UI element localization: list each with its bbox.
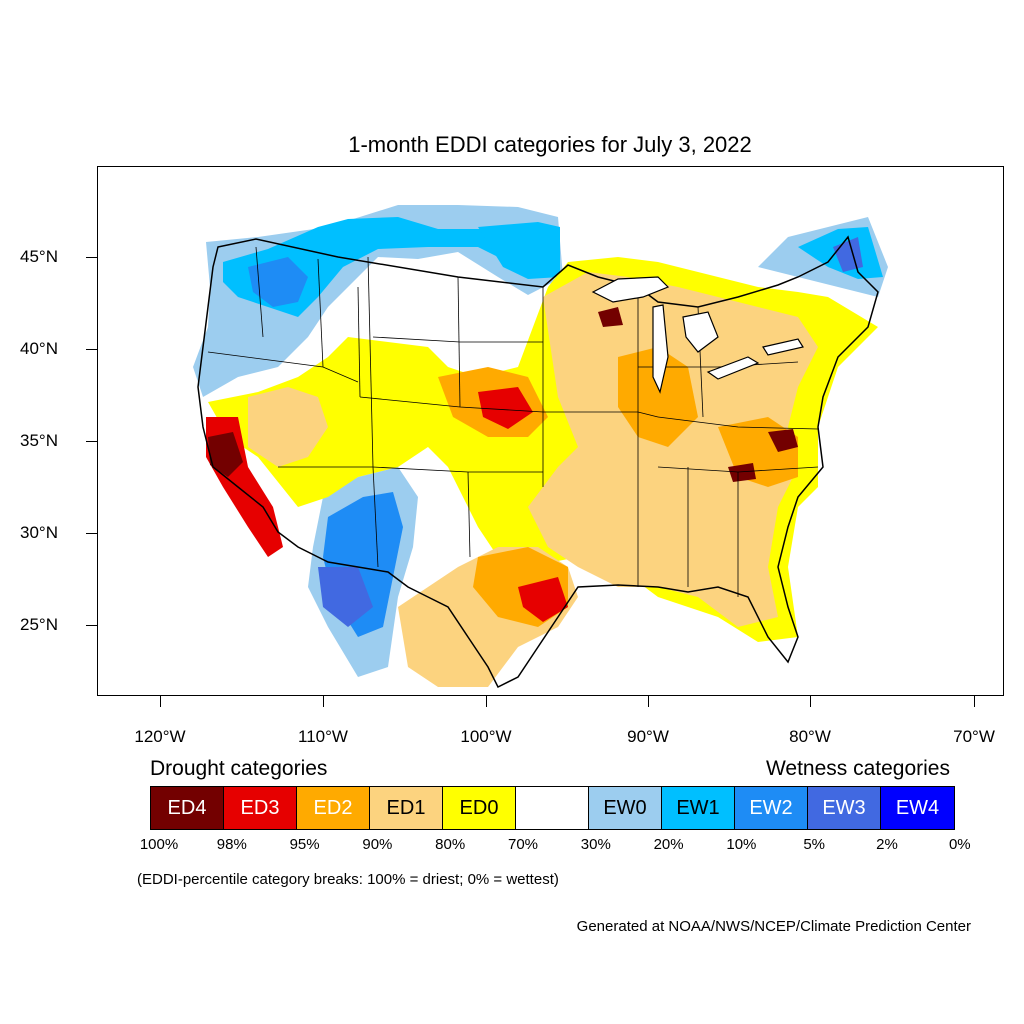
lon-label-90: 90°W [627,727,669,746]
legend-box-ew2: EW2 [735,787,808,829]
great-lake-superior [591,276,670,303]
lat-label-40: 40°N [20,339,58,358]
great-lake-erie [706,356,760,380]
lat-label-35: 35°N [20,431,58,450]
lat-label-25: 25°N [20,615,58,634]
percentile-label: 0% [948,836,971,853]
region-ed4-california [208,432,243,477]
percentile-label: 90% [362,836,393,853]
region-ew2-northwest [248,257,308,307]
lat-label-30: 30°N [20,523,58,542]
lon-label-120: 120°W [134,727,186,746]
region-ed4-wisconsin [598,307,623,327]
region-ew1-north-central [478,222,560,279]
percentile-label: 2% [876,836,898,853]
region-ed3-texas [518,577,568,622]
lat-tick-35 [86,441,97,442]
percentile-label: 20% [653,836,684,853]
eddi-map [193,205,888,689]
legend-box-ew3: EW3 [808,787,881,829]
lon-tick-120 [160,696,161,707]
great-lake-michigan [652,304,669,394]
lon-tick-110 [323,696,324,707]
legend-box-ew0: EW0 [589,787,662,829]
legend-box-ed1: ED1 [370,787,443,829]
lon-tick-80 [810,696,811,707]
lon-label-100: 100°W [460,727,512,746]
category-note: (EDDI-percentile category breaks: 100% =… [137,871,559,888]
map-panel [97,166,1004,696]
drought-categories-heading: Drought categories [150,757,328,780]
percentile-label: 80% [435,836,466,853]
legend-box-ed4: ED4 [151,787,224,829]
region-ew4-southwest [318,567,373,627]
legend-box-ew4: EW4 [881,787,954,829]
lon-tick-70 [974,696,975,707]
region-ed3-plains [478,387,533,429]
percentile-label: 30% [580,836,611,853]
lon-label-70: 70°W [953,727,995,746]
percentile-label: 5% [803,836,826,853]
lon-label-80: 80°W [789,727,831,746]
category-legend: ED4 ED3 ED2 ED1 ED0 EW0 EW1 EW2 EW3 EW4 [150,786,955,830]
legend-box-ed2: ED2 [297,787,370,829]
great-lake-huron [682,311,719,353]
legend-box-ew1: EW1 [662,787,735,829]
legend-box-ed3: ED3 [224,787,297,829]
percentile-label: 70% [507,836,539,853]
wetness-categories-heading: Wetness categories [765,757,950,780]
region-ed4-kentucky [728,463,756,482]
map-title: 1-month EDDI categories for July 3, 2022 [348,132,752,157]
us-outline [197,235,879,689]
percentile-label: 95% [289,836,320,853]
percentile-label: 10% [726,836,757,853]
great-lake-ontario [762,338,804,356]
lat-tick-45 [86,257,97,258]
state-boundaries [207,246,819,597]
lon-tick-90 [648,696,649,707]
legend-box-neutral [516,787,589,829]
region-ed1-west [248,387,328,467]
region-ed4-virginia [768,429,798,452]
lat-tick-30 [86,533,97,534]
region-ew1-northwest [223,217,553,317]
lon-tick-100 [486,696,487,707]
lat-tick-25 [86,625,97,626]
credit-line: Generated at NOAA/NWS/NCEP/Climate Predi… [576,918,971,935]
legend-box-ed0: ED0 [443,787,516,829]
percentile-label: 100% [139,836,179,853]
lat-tick-40 [86,349,97,350]
lat-label-45: 45°N [20,247,58,266]
lon-label-110: 110°W [298,727,348,746]
percentile-label: 98% [216,836,247,853]
